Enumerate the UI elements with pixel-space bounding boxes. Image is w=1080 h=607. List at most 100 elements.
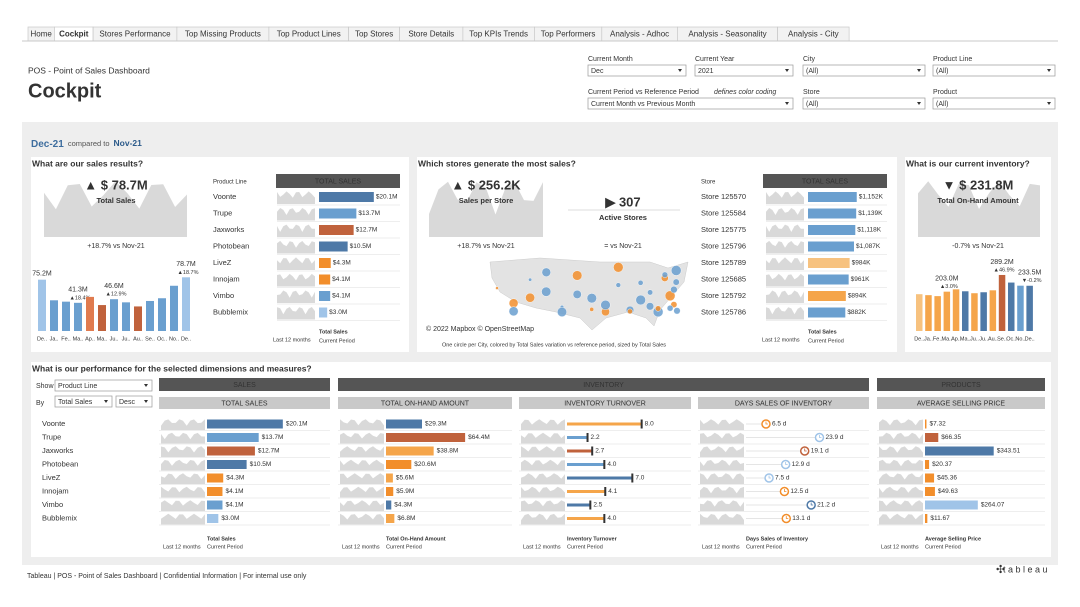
- month-change-label: ▲18.7%: [177, 270, 198, 276]
- dropdown-arrow: [917, 69, 921, 72]
- tab-label: Stores Performance: [99, 30, 171, 39]
- row-name: Bubblemix: [42, 513, 77, 522]
- footer-title: Total Sales: [808, 329, 837, 335]
- sparkline: [277, 273, 315, 287]
- bar-label: $984K: [852, 260, 871, 267]
- bar: [207, 500, 223, 510]
- dropdown[interactable]: [932, 97, 1056, 110]
- dropdown[interactable]: [54, 395, 113, 408]
- sparkline: [340, 432, 384, 444]
- row-name: Voonte: [42, 419, 65, 428]
- bar-label: $29.3M: [425, 421, 447, 428]
- dropdown[interactable]: [587, 97, 794, 110]
- row-name: LiveZ: [42, 473, 61, 482]
- map-city: [670, 286, 678, 294]
- bar-label: $3.0M: [221, 515, 239, 522]
- bar-marker: [603, 460, 606, 469]
- bar-label: $12.7M: [356, 227, 378, 234]
- bar: [567, 463, 605, 466]
- month-change-label: ▲3.0%: [940, 284, 958, 290]
- sparkline: [340, 486, 384, 498]
- column-header-bg: [877, 397, 1045, 409]
- month-label: No..: [169, 336, 180, 342]
- dropdown[interactable]: [802, 97, 926, 110]
- dropdown-value: Dec: [591, 68, 604, 75]
- sparkline: [700, 419, 744, 430]
- tab-label: Home: [31, 30, 53, 39]
- footer-title: Total Sales: [207, 536, 236, 542]
- bar-label: 23.9 d: [825, 434, 843, 441]
- bar-marker: [640, 419, 643, 429]
- clock-hand: [819, 435, 822, 438]
- bar-label: $4.3M: [226, 475, 244, 482]
- month-bar: [998, 274, 1006, 331]
- bar: [207, 419, 283, 429]
- filter-label: Current Year: [695, 56, 735, 63]
- row-name: Jaxworks: [213, 225, 245, 234]
- kpi-label: Sales per Store: [459, 196, 514, 205]
- group-header: PRODUCTS: [941, 382, 981, 389]
- bar: [567, 503, 591, 507]
- question: What is our performance for the selected…: [32, 363, 312, 373]
- map-city: [508, 298, 519, 308]
- month-label: Au..: [133, 336, 143, 342]
- footer-left: Last 12 months: [523, 544, 561, 550]
- bar: [567, 436, 588, 439]
- sparkline: [766, 307, 804, 320]
- bar-label: 6.5 d: [772, 421, 787, 428]
- dropdown-arrow: [144, 384, 148, 387]
- row-name: LiveZ: [213, 258, 232, 267]
- bar: [207, 446, 255, 456]
- dropdown-arrow: [144, 400, 148, 403]
- tab-label: Analysis - Adhoc: [610, 30, 669, 39]
- count-delta: = vs Nov-21: [604, 243, 642, 250]
- map-land: [489, 257, 689, 331]
- filter-label: Current Month: [588, 56, 633, 63]
- sparkline: [766, 257, 804, 270]
- sparkline: [161, 486, 205, 498]
- sparkline: [161, 419, 205, 430]
- sparkline: [918, 181, 1040, 237]
- row-name: Store 125786: [701, 307, 746, 316]
- month-bar: [952, 289, 960, 331]
- dropdown[interactable]: [802, 64, 926, 77]
- bar: [925, 473, 935, 483]
- month-bar: [158, 298, 166, 331]
- month-label: De..: [181, 336, 192, 342]
- tab-label: Cockpit: [59, 30, 89, 39]
- bar-label: $4.1M: [332, 293, 350, 300]
- row-name: Store 125789: [701, 258, 746, 267]
- bar-label: $38.8M: [437, 448, 459, 455]
- map-city: [495, 286, 499, 290]
- dropdown[interactable]: [587, 64, 687, 77]
- month-label: De..: [37, 336, 48, 342]
- month-bar: [134, 306, 142, 331]
- dropdown[interactable]: [115, 395, 153, 408]
- bar: [925, 433, 939, 442]
- dropdown[interactable]: [932, 64, 1056, 77]
- bar-label: $45.36: [937, 475, 957, 482]
- map-city: [637, 279, 644, 286]
- kpi-delta: +18.7% vs Nov-21: [457, 243, 514, 250]
- dropdown[interactable]: [694, 64, 794, 77]
- column-header-bg: [338, 397, 512, 409]
- sparkline: [700, 486, 744, 498]
- period-reference: Nov-21: [114, 138, 143, 148]
- footer-left: Last 12 months: [163, 544, 201, 550]
- title: Cockpit: [28, 80, 102, 102]
- month-bar: [943, 291, 951, 331]
- bar-label: 2.7: [595, 448, 604, 455]
- bar: [207, 433, 259, 442]
- dropdown[interactable]: [54, 379, 153, 392]
- tab-label: Top Product Lines: [277, 30, 341, 39]
- bar-marker: [591, 446, 594, 456]
- dropdown-arrow: [785, 102, 789, 105]
- dropdown-arrow: [678, 69, 682, 72]
- bar-label: $894K: [848, 293, 867, 300]
- dropdown-value: 2021: [698, 68, 714, 75]
- kpi-value: ▼ $ 231.8M: [943, 177, 1014, 192]
- bar: [319, 241, 348, 252]
- count-kpi: ▶ 307: [604, 194, 640, 209]
- bar-label: $7.32: [929, 421, 946, 428]
- bar: [925, 446, 994, 456]
